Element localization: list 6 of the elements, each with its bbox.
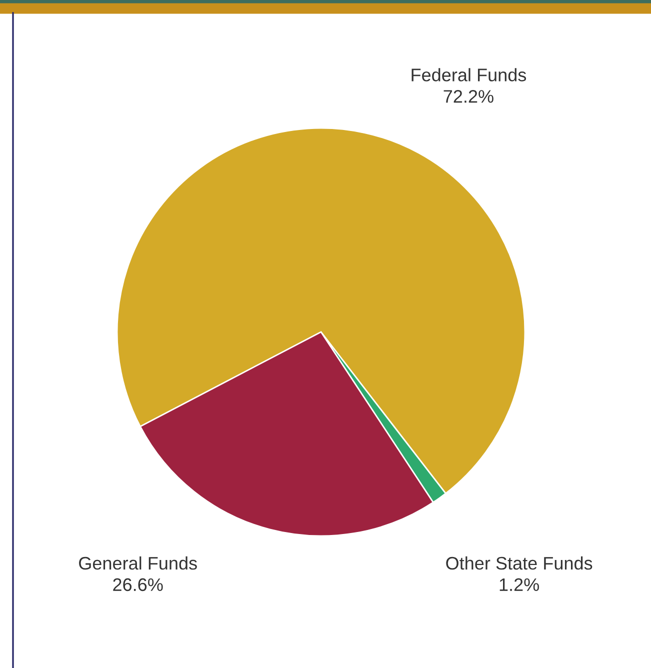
data-label: 1.2% <box>500 578 539 592</box>
slice-label: Federal Funds <box>412 68 526 82</box>
data-label: 26.6% <box>113 578 163 592</box>
slice-label: Other State Funds <box>446 556 592 570</box>
data-label: 72.2% <box>444 90 494 103</box>
slice-label: General Funds <box>79 556 197 570</box>
